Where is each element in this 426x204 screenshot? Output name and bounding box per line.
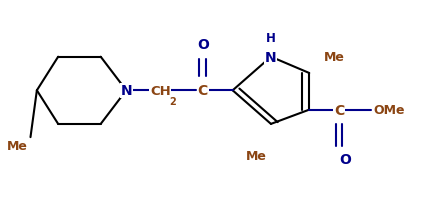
Text: O: O [196,38,208,52]
Text: 2: 2 [168,97,175,107]
Text: Me: Me [245,149,266,162]
Text: Me: Me [324,51,345,64]
Text: N: N [265,50,276,64]
Text: N: N [120,84,132,98]
Text: C: C [197,84,207,98]
Text: Me: Me [7,139,28,152]
Text: OMe: OMe [372,104,404,116]
Text: C: C [333,103,343,117]
Text: CH: CH [150,84,170,97]
Text: O: O [339,152,351,166]
Text: H: H [265,32,275,45]
